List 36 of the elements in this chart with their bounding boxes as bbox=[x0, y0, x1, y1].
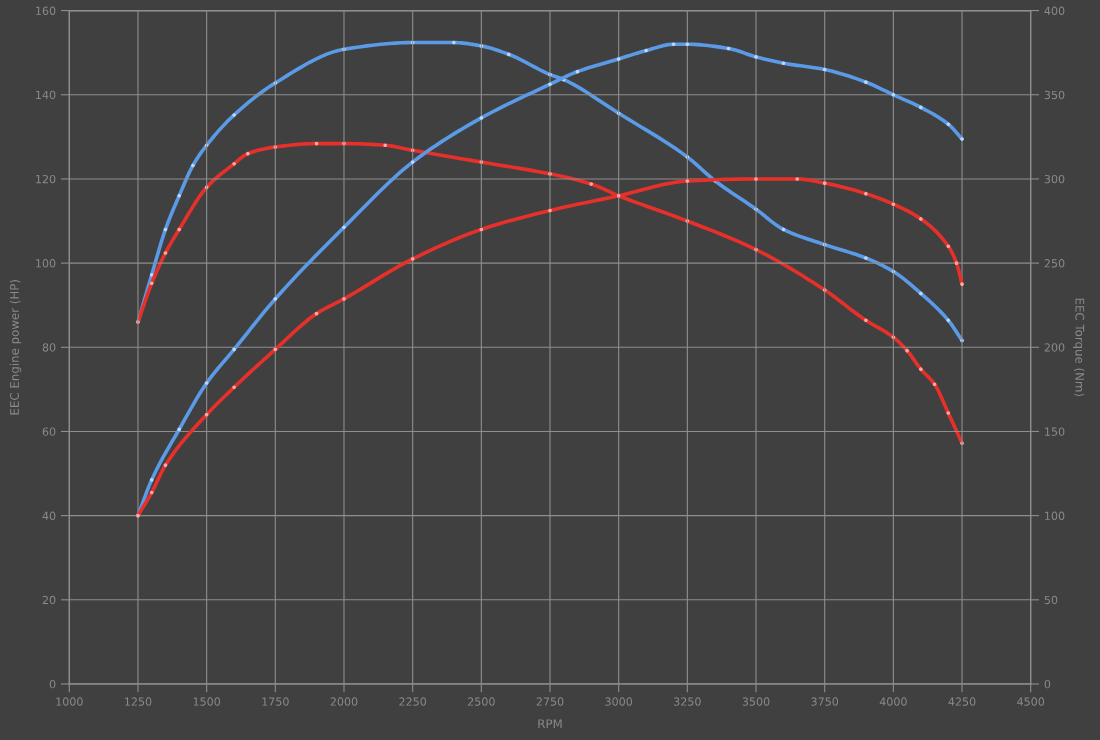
y2-tick-label: 400 bbox=[1044, 6, 1065, 15]
y-tick-label: 140 bbox=[36, 90, 56, 100]
x-tick-label: 3500 bbox=[742, 697, 770, 706]
x-tick-label: 2750 bbox=[536, 697, 564, 706]
x-tick-label: 4000 bbox=[879, 697, 907, 706]
y2-tick-label: 150 bbox=[1045, 427, 1065, 436]
x-tick-label: 2250 bbox=[399, 697, 427, 706]
y-axis-title: EEC Engine power (HP) bbox=[9, 280, 22, 415]
x-tick-label: 3000 bbox=[605, 697, 633, 706]
x-tick-label: 4250 bbox=[948, 697, 976, 706]
x-tick-label: 3750 bbox=[811, 697, 839, 706]
y-tick-label: 120 bbox=[36, 174, 56, 184]
y-tick-label: 80 bbox=[42, 343, 56, 352]
y2-tick-label: 350 bbox=[1044, 90, 1065, 100]
x-tick-label: 1500 bbox=[193, 697, 221, 706]
y-tick-label: 60 bbox=[42, 427, 56, 436]
y-tick-label: 40 bbox=[42, 511, 56, 521]
x-tick-label: 2000 bbox=[330, 697, 358, 706]
x-tick-label: 3250 bbox=[674, 697, 701, 706]
y2-tick-label: 0 bbox=[1044, 679, 1051, 689]
y2-tick-label: 100 bbox=[1045, 511, 1065, 521]
y-tick-label: 20 bbox=[42, 595, 56, 605]
y-tick-label: 160 bbox=[36, 6, 56, 15]
y-tick-label: 0 bbox=[49, 679, 56, 689]
y-tick-label: 100 bbox=[36, 259, 56, 268]
x-axis-title: RPM bbox=[538, 719, 562, 729]
x-tick-label: 1000 bbox=[56, 697, 83, 706]
y2-tick-label: 250 bbox=[1044, 259, 1065, 268]
x-tick-label: 1750 bbox=[262, 697, 289, 706]
x-tick-label: 4500 bbox=[1017, 697, 1045, 706]
y2-tick-label: 50 bbox=[1044, 595, 1058, 605]
y2-tick-label: 200 bbox=[1044, 343, 1065, 352]
x-tick-label: 1250 bbox=[125, 697, 152, 706]
x-tick-label: 2500 bbox=[468, 697, 495, 706]
y2-tick-label: 300 bbox=[1044, 174, 1065, 184]
y2-axis-title: EEC Torque (Nm) bbox=[1073, 298, 1085, 397]
